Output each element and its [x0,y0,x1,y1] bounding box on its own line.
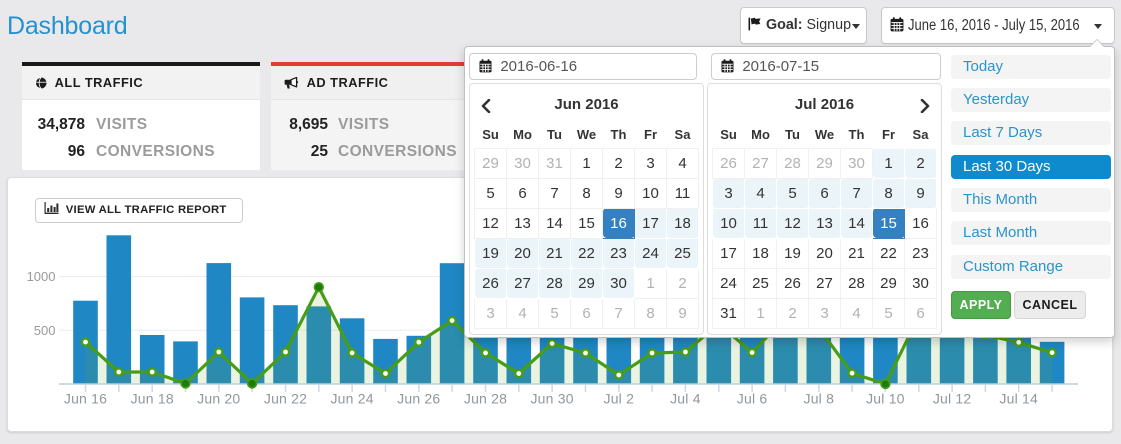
svg-text:Jun 24: Jun 24 [330,391,373,407]
svg-text:Jun 26: Jun 26 [397,391,440,407]
svg-text:Jul 4: Jul 4 [670,391,701,407]
svg-text:Jun 18: Jun 18 [131,391,174,407]
svg-text:Jul 10: Jul 10 [866,391,905,407]
svg-text:Jul 6: Jul 6 [737,391,768,407]
svg-text:Jun 30: Jun 30 [530,391,573,407]
svg-text:Jun 28: Jun 28 [464,391,507,407]
svg-text:Jul 2: Jul 2 [604,391,635,407]
svg-text:Jul 8: Jul 8 [804,391,835,407]
svg-text:500: 500 [34,323,56,338]
svg-text:Jul 14: Jul 14 [999,391,1038,407]
svg-text:1000: 1000 [27,269,56,284]
svg-text:Jun 20: Jun 20 [197,391,240,407]
svg-text:Jun 16: Jun 16 [64,391,107,407]
svg-text:Jul 12: Jul 12 [933,391,972,407]
svg-text:Jun 22: Jun 22 [264,391,307,407]
